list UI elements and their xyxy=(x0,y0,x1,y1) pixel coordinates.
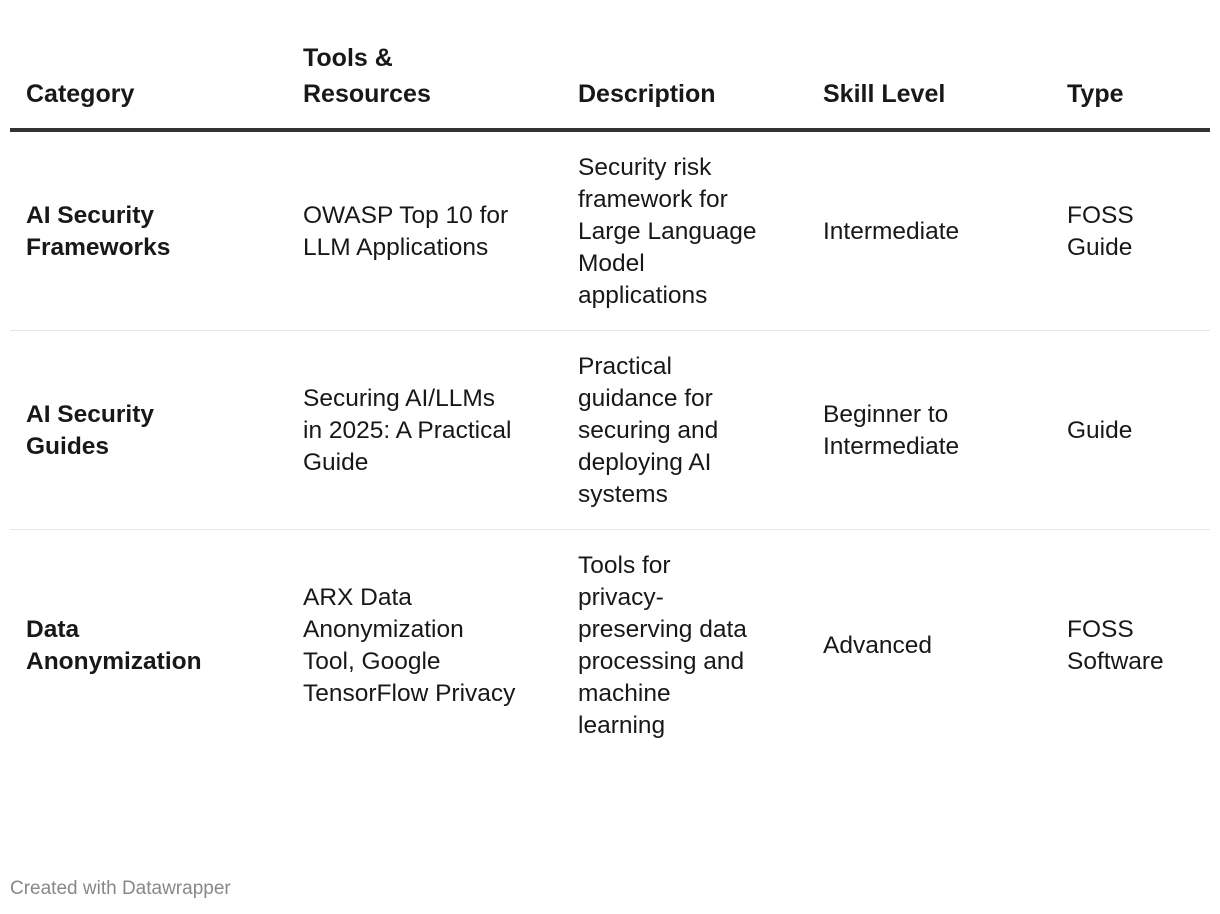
column-header-type[interactable]: Type xyxy=(1051,40,1210,132)
cell-tools: Securing AI/LLMs in 2025: A Practical Gu… xyxy=(287,330,562,530)
cell-text: FOSS Software xyxy=(1067,616,1164,675)
cell-tools: ARX Data Anonymization Tool, Google Tens… xyxy=(287,530,562,761)
cell-text: Practical guidance for securing and depl… xyxy=(578,353,719,508)
column-header-skill-level[interactable]: Skill Level xyxy=(807,40,1051,132)
cell-text: Data Anonymization xyxy=(26,616,202,675)
cell-category: AI Security Frameworks xyxy=(10,130,287,331)
cell-skill-level: Advanced xyxy=(823,632,932,659)
cell-category: AI Security Guides xyxy=(10,330,287,530)
column-header-category[interactable]: Category xyxy=(10,40,287,132)
cell-text: Tools for privacy-preserving data proces… xyxy=(578,552,747,739)
column-header-tools-label: Tools & Resources xyxy=(303,44,431,108)
datawrapper-credit[interactable]: Created with Datawrapper xyxy=(10,878,231,899)
cell-text: Securing AI/LLMs in 2025: A Practical Gu… xyxy=(303,385,512,476)
cell-type: Guide xyxy=(1051,330,1210,530)
cell-type: FOSS Guide xyxy=(1051,130,1210,331)
column-header-description[interactable]: Description xyxy=(562,40,807,132)
column-header-tools[interactable]: Tools & Resources xyxy=(287,40,562,132)
cell-text: Security risk framework for Large Langua… xyxy=(578,154,757,309)
table-row: Data Anonymization ARX Data Anonymizatio… xyxy=(10,530,1210,761)
cell-type: FOSS Software xyxy=(1051,530,1210,761)
table-row: AI Security Frameworks OWASP Top 10 for … xyxy=(10,130,1210,331)
data-table: Category Tools & Resources Description S… xyxy=(10,40,1210,760)
cell-description: Tools for privacy-preserving data proces… xyxy=(562,530,807,761)
cell-text: Beginner to Intermediate xyxy=(823,401,960,460)
cell-description: Practical guidance for securing and depl… xyxy=(562,330,807,530)
header-row: Category Tools & Resources Description S… xyxy=(10,40,1210,132)
cell-tools: OWASP Top 10 for LLM Applications xyxy=(287,130,562,331)
cell-text: AI Security Frameworks xyxy=(26,202,171,261)
cell-text: AI Security Guides xyxy=(26,401,154,460)
cell-text: OWASP Top 10 for LLM Applications xyxy=(303,202,509,261)
cell-skill-level: Beginner to Intermediate xyxy=(807,330,1051,530)
cell-category: Data Anonymization xyxy=(10,530,287,761)
cell-text: ARX Data Anonymization Tool, Google Tens… xyxy=(303,584,516,707)
table-row: AI Security Guides Securing AI/LLMs in 2… xyxy=(10,330,1210,530)
cell-skill-level: Intermediate xyxy=(807,130,1051,331)
cell-text: FOSS Guide xyxy=(1067,202,1134,261)
cell-description: Security risk framework for Large Langua… xyxy=(562,130,807,331)
